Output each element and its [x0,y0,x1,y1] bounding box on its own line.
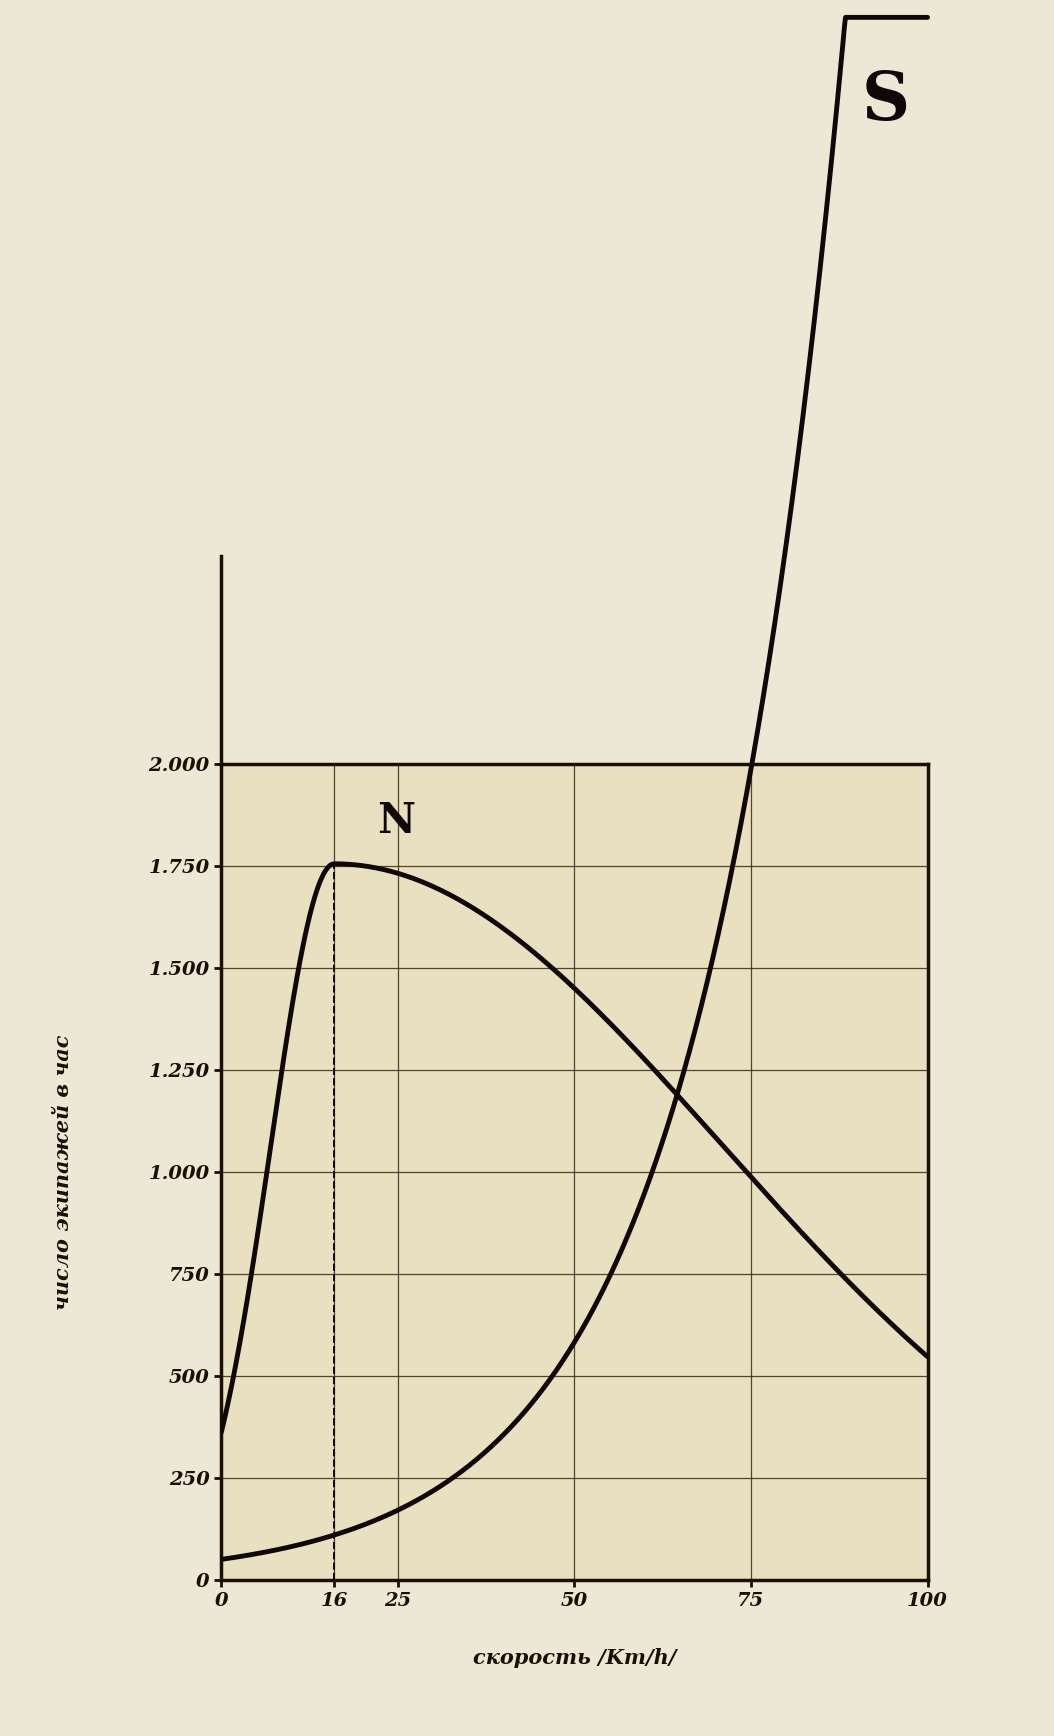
Text: число экипажей в час: число экипажей в час [54,1035,73,1309]
Text: S: S [861,69,910,134]
Text: скорость /Km/h/: скорость /Km/h/ [473,1647,676,1668]
Text: N: N [376,800,414,842]
